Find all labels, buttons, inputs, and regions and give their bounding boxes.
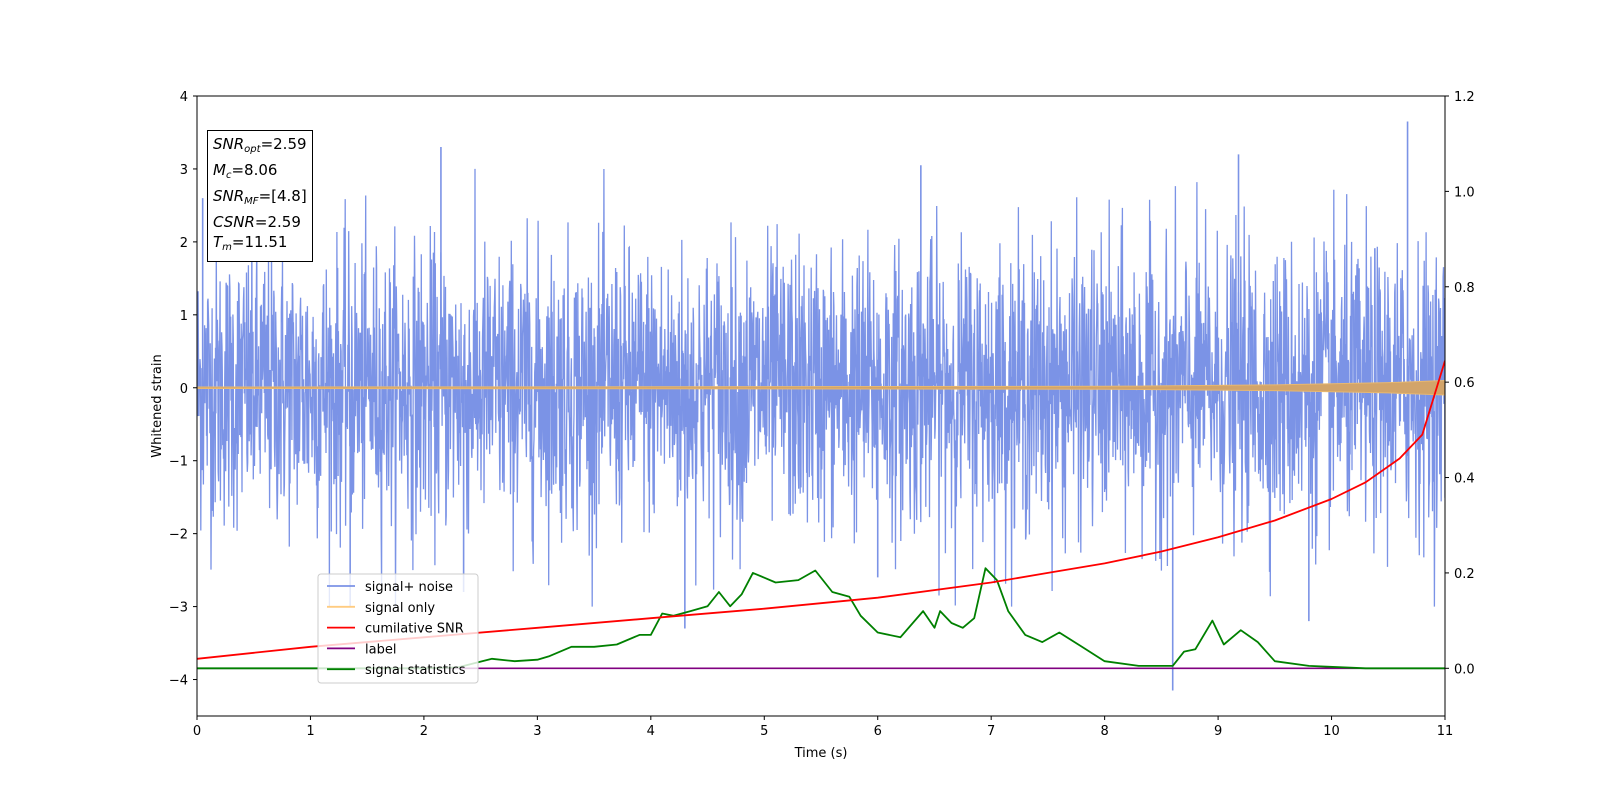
x-axis: 0 1 2 3 4 5 6 7 8 9 10 11 xyxy=(193,716,1453,739)
x-tick-label: 2 xyxy=(420,724,428,739)
series-cumulative-snr xyxy=(197,360,1445,660)
y2-tick-label: 1.2 xyxy=(1454,90,1475,105)
snr-opt-line: SNRopt=2.59 xyxy=(213,135,307,155)
tm-line: Tm=11.51 xyxy=(213,233,288,253)
x-tick-label: 3 xyxy=(533,724,541,739)
plot-frame xyxy=(196,95,1446,717)
series-signal-only xyxy=(197,379,1445,396)
y-tick-label: −1 xyxy=(169,455,188,470)
mc-line: Mc=8.06 xyxy=(213,161,278,181)
y2-tick-label: 0.6 xyxy=(1454,376,1475,391)
series-signal-statistics xyxy=(197,567,1445,670)
stats-annotation-box: SNRopt=2.59 Mc=8.06 SNRMF=[4.8] CSNR=2.5… xyxy=(207,130,313,262)
legend: signal+ noise signal only cumilative SNR la… xyxy=(317,573,479,684)
y2-tick-label: 0.4 xyxy=(1454,472,1475,487)
x-tick-label: 8 xyxy=(1100,724,1108,739)
x-tick-label: 4 xyxy=(647,724,655,739)
y-tick-label: 4 xyxy=(180,90,188,105)
series-signal-noise xyxy=(197,168,1445,607)
y-tick-label: 3 xyxy=(180,163,188,178)
x-tick-label: 9 xyxy=(1214,724,1222,739)
y-tick-label: −3 xyxy=(169,601,188,616)
x-tick-label: 7 xyxy=(987,724,995,739)
y2-tick-label: 0.0 xyxy=(1454,662,1475,677)
legend-label: label xyxy=(365,642,396,657)
y-axis-label: Whitened strain xyxy=(150,354,165,457)
legend-label: signal statistics xyxy=(365,663,466,678)
y2-tick-label: 0.2 xyxy=(1454,567,1475,582)
y-tick-label: −4 xyxy=(169,674,188,689)
legend-label: signal+ noise xyxy=(365,580,453,595)
x-axis-label: Time (s) xyxy=(794,746,848,761)
legend-label: cumilative SNR xyxy=(365,622,464,637)
y-tick-label: 2 xyxy=(180,236,188,251)
csnr-line: CSNR=2.59 xyxy=(213,213,301,231)
x-tick-label: 10 xyxy=(1323,724,1340,739)
x-tick-label: 6 xyxy=(874,724,882,739)
y-tick-label: 0 xyxy=(180,382,188,397)
x-tick-label: 0 xyxy=(193,724,201,739)
snr-mf-line: SNRMF=[4.8] xyxy=(213,187,307,207)
x-tick-label: 11 xyxy=(1437,724,1454,739)
y-tick-label: 1 xyxy=(180,309,188,324)
legend-box xyxy=(317,573,479,684)
y-tick-label: −2 xyxy=(169,528,188,543)
legend-label: signal only xyxy=(365,601,435,616)
y-axis-right: 0.0 0.2 0.4 0.6 0.8 1.0 1.2 xyxy=(1445,90,1475,677)
y2-tick-label: 0.8 xyxy=(1454,281,1475,296)
x-tick-label: 1 xyxy=(306,724,314,739)
y2-tick-label: 1.0 xyxy=(1454,185,1475,200)
y-axis-left: −4 −3 −2 −1 0 1 2 3 4 xyxy=(169,90,197,689)
x-tick-label: 5 xyxy=(760,724,768,739)
